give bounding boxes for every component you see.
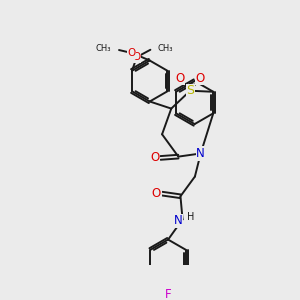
Text: O: O: [133, 52, 141, 62]
Text: CH₃: CH₃: [96, 44, 111, 53]
Text: N: N: [196, 147, 205, 160]
Text: O: O: [127, 48, 136, 58]
Text: O: O: [176, 72, 185, 85]
Text: S: S: [186, 84, 194, 97]
Text: H: H: [187, 212, 195, 222]
Text: F: F: [165, 288, 171, 300]
Text: N: N: [173, 214, 182, 227]
Text: O: O: [150, 152, 159, 164]
Text: O: O: [196, 72, 205, 85]
Text: CH₃: CH₃: [158, 44, 173, 53]
Text: O: O: [152, 187, 161, 200]
